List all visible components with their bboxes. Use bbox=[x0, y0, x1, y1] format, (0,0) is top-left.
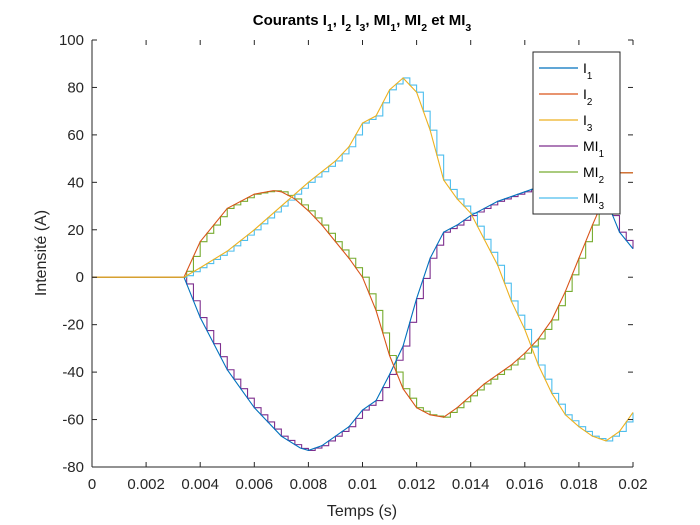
legend-box bbox=[532, 51, 621, 215]
y-tick-label: 0 bbox=[76, 269, 84, 286]
legend-label: I1 bbox=[583, 60, 592, 82]
y-tick-label: 40 bbox=[67, 174, 84, 191]
x-tick-label: 0.018 bbox=[560, 476, 598, 493]
x-tick-label: 0.008 bbox=[290, 476, 328, 493]
x-tick-label: 0.002 bbox=[127, 476, 165, 493]
y-axis-label: Intensité (A) bbox=[33, 210, 50, 296]
series-line-mi2 bbox=[92, 172, 633, 418]
series-line-i2 bbox=[92, 172, 633, 418]
series-line-i3 bbox=[92, 77, 634, 442]
x-ticks: 0 0.002 0.004 0.006 0.008 0.01 0.012 0.014 0.016… bbox=[88, 40, 648, 493]
x-tick-label: 0.012 bbox=[398, 476, 436, 493]
x-tick-label: 0.016 bbox=[506, 476, 544, 493]
y-tick-label: 20 bbox=[67, 222, 84, 239]
y-tick-label: -80 bbox=[62, 459, 84, 476]
y-tick-label: 80 bbox=[67, 79, 84, 96]
y-tick-label: 100 bbox=[59, 32, 84, 49]
x-tick-label: 0 bbox=[88, 476, 96, 493]
y-ticks: -80 -60 -40 -20 0 20 40 60 80 100 bbox=[59, 32, 633, 476]
legend-label: I3 bbox=[583, 112, 593, 134]
y-tick-label: 60 bbox=[67, 127, 84, 144]
y-tick-label: -60 bbox=[62, 412, 84, 429]
x-tick-label: 0.02 bbox=[618, 476, 647, 493]
chart-title: Courants I1, I2 I3, MI1, MI2 et MI3 bbox=[253, 12, 472, 34]
y-tick-label: -40 bbox=[62, 364, 84, 381]
y-tick-label: -20 bbox=[62, 317, 84, 334]
x-tick-label: 0.006 bbox=[236, 476, 274, 493]
x-tick-label: 0.01 bbox=[348, 476, 377, 493]
legend-label: MI2 bbox=[583, 164, 604, 186]
x-axis-label: Temps (s) bbox=[327, 503, 397, 520]
series-line-mi3 bbox=[92, 77, 634, 442]
legend-label: MI3 bbox=[583, 190, 605, 212]
legend: I1 I2 I3 MI1 MI2 MI3 bbox=[532, 51, 621, 215]
legend-label: I2 bbox=[583, 86, 592, 108]
legend-label: MI1 bbox=[583, 138, 604, 160]
x-tick-label: 0.014 bbox=[452, 476, 490, 493]
x-tick-label: 0.004 bbox=[181, 476, 219, 493]
